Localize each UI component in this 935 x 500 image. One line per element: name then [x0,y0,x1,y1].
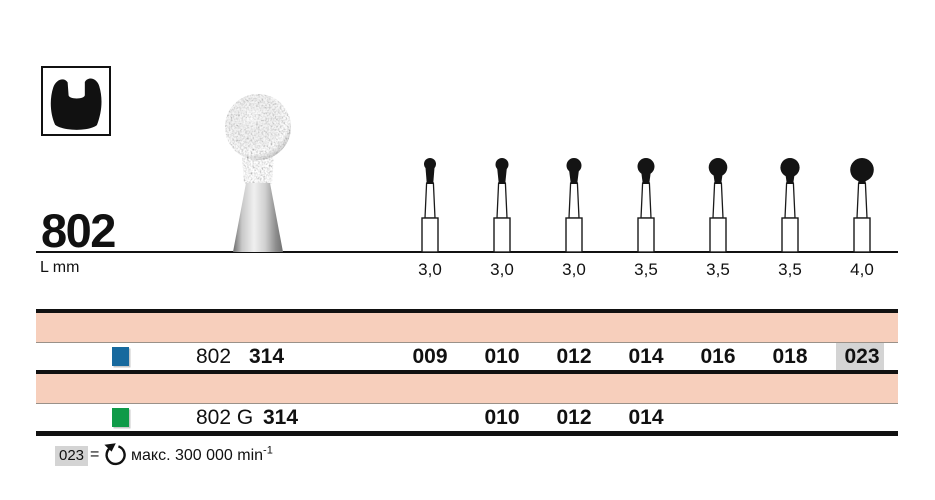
legend-equals: = [90,446,100,463]
size-cell: 009 [412,345,448,368]
size-cell: 010 [484,406,520,429]
series-color-swatch-green [112,408,129,427]
size-cell: 014 [628,345,664,368]
length-label: 3,0 [490,260,514,279]
length-axis-line [36,251,898,253]
size-cell: 010 [484,345,520,368]
row-iso-code: 314 [263,406,299,429]
bur-photo [225,94,291,252]
bur-size-figure [493,158,511,253]
length-label: 3,0 [418,260,442,279]
length-label: 3,5 [634,260,658,279]
pink-band [36,313,898,342]
length-label: 3,0 [562,260,586,279]
size-cell: 012 [556,345,592,368]
size-cell: 012 [556,406,592,429]
table-border-top [36,309,898,313]
thin-divider [36,403,898,405]
series-color-swatch-blue [112,347,129,366]
size-cell: 016 [700,345,736,368]
row-code: 802 [196,345,232,368]
ball-head-shading [225,94,291,160]
size-cell-highlighted: 023 [844,345,880,368]
row-code: 802 G [196,406,254,429]
bur-size-figure [708,158,728,253]
legend-size-code: 023 [55,446,89,466]
bur-head-shape-icon [41,66,111,136]
legend-max-speed-text: макс. 300 000 min-1 [131,444,273,465]
thin-divider [36,342,898,344]
length-label: 4,0 [850,260,874,279]
bur-size-figure [637,158,655,253]
row-iso-code: 314 [249,345,285,368]
bur-size-figure [780,158,800,253]
legend-unit-exponent: -1 [263,444,273,457]
highlighted-size-cell [836,343,884,370]
round-bur-silhouette-icon [50,78,102,130]
length-unit-label: L mm [40,259,80,276]
table-border-bottom [36,431,898,436]
bur-size-figure [565,158,583,253]
max-rpm-rotation-icon [104,443,126,466]
bur-size-figure [421,158,439,253]
length-label: 3,5 [778,260,802,279]
bur-size-figure [850,158,874,253]
legend-max-speed-value: макс. 300 000 min [131,447,264,464]
table-border-middle [36,370,898,374]
pink-band [36,374,898,403]
family-number: 802 [41,204,116,257]
size-cell: 014 [628,406,664,429]
bur-shank [233,183,283,252]
length-label: 3,5 [706,260,730,279]
size-cell: 018 [772,345,808,368]
